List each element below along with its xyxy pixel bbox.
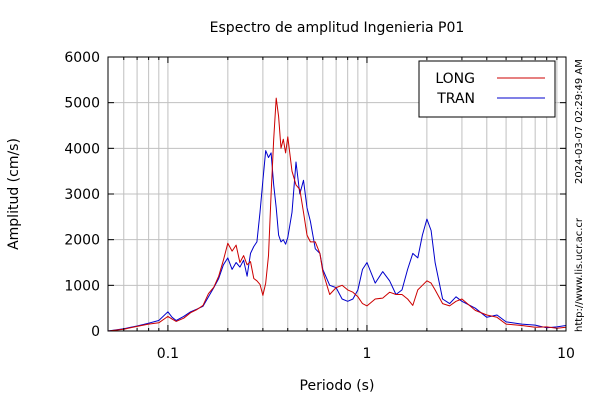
y-tick-label: 0: [91, 324, 100, 340]
legend: LONG TRAN: [418, 60, 556, 118]
legend-box: [418, 60, 556, 118]
y-tick-label: 2000: [64, 233, 100, 249]
website-label: http://www.lis.ucr.ac.cr: [574, 217, 585, 332]
legend-label-tran: TRAN: [436, 91, 475, 107]
x-tick-label: 1: [362, 346, 371, 362]
x-tick-label: 0.1: [157, 346, 179, 362]
y-tick-label: 1000: [64, 278, 100, 294]
y-tick-label: 4000: [64, 141, 100, 157]
y-axis-label: Amplitud (cm/s): [6, 138, 22, 250]
series-line-tran: [108, 150, 566, 331]
y-tick-labels: 0 1000 2000 3000 4000 5000 6000: [64, 50, 100, 340]
y-tick-label: 3000: [64, 187, 100, 203]
x-axis-label: Periodo (s): [300, 378, 375, 394]
y-tick-label: 6000: [64, 50, 100, 66]
series-group: [108, 97, 566, 331]
tick-marks: [107, 56, 567, 332]
x-tick-label: 10: [557, 346, 575, 362]
y-tick-label: 5000: [64, 96, 100, 112]
timestamp-label: 2024-03-07 02:29:49 AM: [574, 59, 585, 184]
series-line-long: [108, 97, 566, 331]
x-tick-labels: 0.1 1 10: [157, 346, 575, 362]
chart-title: Espectro de amplitud Ingenieria P01: [210, 20, 465, 36]
legend-label-long: LONG: [435, 71, 475, 87]
